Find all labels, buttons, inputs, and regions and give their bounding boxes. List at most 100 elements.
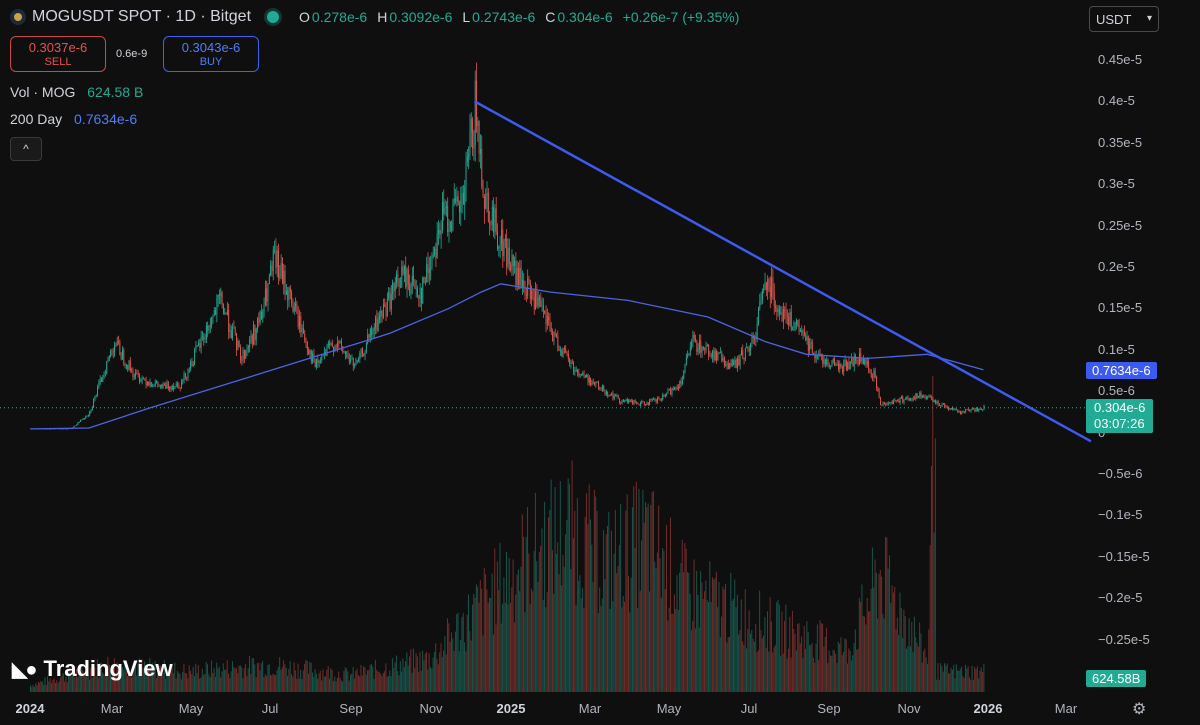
volume-bar — [326, 669, 328, 692]
candle-body — [527, 278, 529, 296]
sell-button[interactable]: 0.3037e-6 SELL — [10, 36, 106, 72]
volume-bar — [154, 660, 156, 692]
candle-body — [414, 280, 416, 289]
candle-body — [341, 341, 342, 347]
volume-bar — [49, 678, 51, 692]
volume-bar — [199, 678, 201, 692]
candle-body — [823, 359, 825, 364]
candle-body — [472, 118, 474, 149]
volume-legend[interactable]: Vol · MOG 624.58 B — [10, 84, 143, 100]
candle-body — [272, 249, 274, 271]
candle-body — [363, 354, 365, 357]
symbol-title[interactable]: MOGUSDT SPOT · 1D · Bitget — [32, 8, 252, 25]
candle-body — [771, 277, 773, 298]
volume-bar — [436, 658, 438, 692]
volume-bar — [826, 627, 828, 692]
candle-body — [658, 398, 660, 399]
volume-bar — [98, 678, 100, 692]
volume-bar — [209, 677, 211, 692]
volume-bar — [95, 676, 97, 692]
candle-body — [935, 400, 936, 403]
volume-bar — [727, 637, 729, 692]
candle-body — [965, 409, 967, 412]
volume-bar — [130, 677, 132, 692]
volume-bar — [773, 647, 775, 692]
candle-body — [372, 331, 374, 335]
candle-body — [843, 363, 845, 372]
candle-body — [653, 399, 655, 400]
volume-bar — [791, 610, 793, 692]
volume-bar — [279, 657, 281, 692]
volume-bar — [822, 623, 824, 692]
currency-select[interactable]: USDT ▾ — [1089, 6, 1159, 32]
volume-bar — [90, 667, 92, 692]
y-axis-tick: −0.15e-5 — [1098, 548, 1150, 564]
volume-bar — [237, 673, 239, 692]
candle-body — [571, 362, 573, 364]
change-value: +0.26e-7 (+9.35%) — [622, 9, 740, 25]
volume-bar — [353, 678, 355, 692]
volume-bar — [259, 670, 261, 692]
volume-bar — [461, 617, 463, 692]
volume-bar — [466, 614, 468, 692]
volume-bar — [142, 667, 144, 692]
volume-bar — [420, 670, 422, 692]
volume-bar — [422, 650, 424, 692]
candle-body — [521, 280, 523, 289]
volume-bar — [102, 672, 104, 692]
volume-bar — [188, 665, 190, 692]
candle-body — [859, 353, 860, 365]
candle-body — [397, 274, 399, 279]
volume-bar — [78, 666, 80, 692]
volume-bar — [578, 580, 580, 692]
candle-body — [626, 399, 628, 402]
volume-bar — [327, 666, 329, 692]
candle-body — [254, 324, 256, 340]
volume-bar — [663, 550, 665, 692]
volume-bar — [92, 669, 94, 692]
candle-body — [918, 396, 919, 398]
candle-body — [453, 198, 455, 203]
volume-bar — [774, 645, 776, 692]
candle-body — [367, 334, 369, 343]
candle-body — [434, 248, 436, 255]
volume-bar — [681, 539, 683, 692]
candle-body — [305, 340, 307, 344]
tradingview-logo[interactable]: ◣● TradingView — [12, 656, 173, 682]
candle-body — [868, 361, 870, 371]
candle-body — [438, 230, 439, 234]
volume-legend-value: 624.58 B — [87, 84, 144, 100]
volume-bar — [319, 670, 321, 692]
candle-body — [310, 350, 312, 362]
mog-coin-icon — [10, 9, 26, 25]
candle-body — [128, 360, 130, 370]
candle-body — [261, 311, 262, 319]
symbol-header[interactable]: MOGUSDT SPOT · 1D · Bitget O 0.278e-6 H 0.… — [10, 8, 747, 26]
candle-body — [360, 349, 362, 353]
volume-bar — [787, 648, 789, 692]
volume-bar — [183, 663, 185, 692]
candle-body — [388, 291, 390, 299]
candle-body — [183, 373, 185, 381]
volume-bar — [108, 664, 110, 692]
volume-bar — [689, 593, 691, 692]
candle-body — [622, 399, 624, 402]
volume-bar — [304, 663, 306, 692]
volume-bar — [864, 616, 866, 692]
candle-body — [124, 363, 126, 366]
candle-body — [933, 400, 935, 402]
settings-gear-icon[interactable]: ⚙ — [1132, 701, 1147, 718]
candle-body — [469, 131, 471, 154]
collapse-legend-button[interactable]: ^ — [10, 137, 42, 161]
buy-button[interactable]: 0.3043e-6 BUY — [163, 36, 259, 72]
ma-legend[interactable]: 200 Day 0.7634e-6 — [10, 111, 137, 127]
volume-bar — [500, 623, 502, 692]
candle-body — [343, 351, 345, 353]
candle-body — [459, 205, 460, 213]
volume-bar — [911, 621, 913, 692]
volume-bar — [828, 650, 830, 692]
volume-bar — [419, 651, 421, 692]
candle-body — [368, 334, 370, 338]
candle-body — [746, 346, 748, 349]
